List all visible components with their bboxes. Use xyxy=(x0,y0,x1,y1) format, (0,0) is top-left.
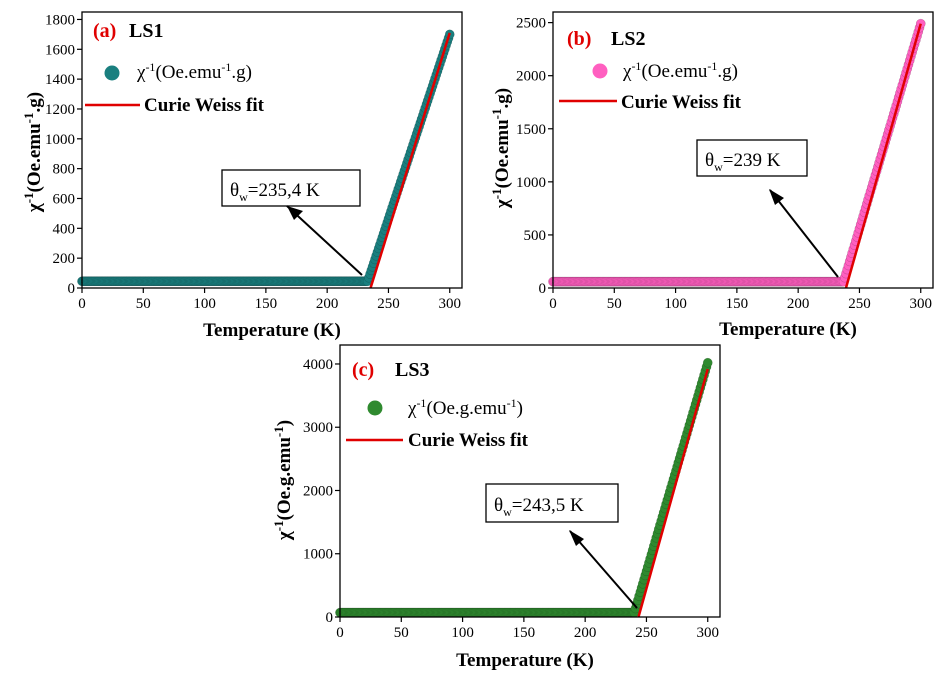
ls2-y-tick-label: 2500 xyxy=(516,16,546,32)
panel-ls1: 0 50 100 150 200 250 300 0 200 400 600 800 1000 1200 1… xyxy=(21,11,463,341)
ls1-data-points xyxy=(77,29,455,287)
ls1-curie-weiss-fit-line xyxy=(369,32,451,289)
ls3-y-tick-label: 2000 xyxy=(303,483,333,499)
ls2-y-axis-title: χ-1(Oe.emu-1.g) xyxy=(489,88,513,209)
ls1-x-tick-label: 150 xyxy=(255,296,278,312)
ls2-panel-letter: (b) xyxy=(567,28,591,50)
ls3-data-points xyxy=(335,357,713,618)
ls2-y-tick-label: 1500 xyxy=(516,122,546,138)
ls1-y-tick-label: 800 xyxy=(53,162,76,178)
ls1-panel-name: LS1 xyxy=(129,20,163,42)
ls1-annotation-arrowhead xyxy=(287,206,303,220)
ls3-annotation-arrowhead xyxy=(569,530,584,546)
ls3-x-axis-title: Temperature (K) xyxy=(456,650,594,671)
ls1-plot-frame xyxy=(81,11,463,289)
ls3-y-tick-label: 3000 xyxy=(303,420,333,436)
ls1-ticks: 0 50 100 150 200 250 300 0 200 400 600 800 1000 1200 1… xyxy=(45,12,461,312)
ls1-x-tick-label: 200 xyxy=(316,296,339,312)
ls3-annotation-arrow xyxy=(569,530,638,609)
ls3-x-tick-label: 50 xyxy=(394,625,409,641)
ls3-y-tick-label: 4000 xyxy=(303,357,333,373)
ls2-y-tick-label: 1000 xyxy=(516,175,546,191)
ls3-legend-series: χ-1(Oe.g.emu-1) xyxy=(407,396,523,419)
ls2-x-tick-label: 0 xyxy=(549,296,557,312)
ls2-x-tick-label: 150 xyxy=(726,296,749,312)
ls1-y-tick-label: 600 xyxy=(53,191,76,207)
ls1-y-tick-label: 400 xyxy=(53,221,76,237)
ls3-y-axis-title: χ-1(Oe.g.emu-1) xyxy=(271,420,295,541)
ls2-ticks: 0 50 100 150 200 250 300 0 500 1000 1500 2000 2500 xyxy=(516,16,932,312)
ls2-annotation-arrowhead xyxy=(769,189,784,205)
ls1-y-tick-label: 1200 xyxy=(45,102,75,118)
ls2-annotation-text: θw=239 K xyxy=(705,150,781,174)
ls3-panel-name: LS3 xyxy=(395,359,429,381)
ls2-panel-name: LS2 xyxy=(611,28,645,50)
ls2-plot-frame xyxy=(552,11,934,289)
ls3-x-tick-label: 250 xyxy=(635,625,658,641)
ls1-y-tick-label: 0 xyxy=(68,281,76,297)
ls2-y-tick-label: 0 xyxy=(539,281,547,297)
ls3-x-tick-label: 0 xyxy=(336,625,344,641)
ls1-y-tick-label: 1600 xyxy=(45,42,75,58)
ls1-x-tick-label: 250 xyxy=(377,296,400,312)
ls1-annotation-arrow xyxy=(286,205,363,276)
ls2-y-tick-label: 500 xyxy=(524,228,547,244)
ls2-x-axis-title: Temperature (K) xyxy=(719,319,857,340)
ls3-y-tick-label: 1000 xyxy=(303,547,333,563)
ls3-plot-frame xyxy=(339,344,721,618)
ls2-legend-series: χ-1(Oe.emu-1.g) xyxy=(622,59,738,82)
ls1-legend-fit: Curie Weiss fit xyxy=(144,95,265,116)
ls1-x-tick-label: 50 xyxy=(136,296,151,312)
ls3-panel-letter: (c) xyxy=(352,359,374,381)
panel-ls2: 0 50 100 150 200 250 300 0 500 1000 1500 2000 2500 (… xyxy=(489,11,934,340)
ls3-curie-weiss-fit-line xyxy=(637,368,709,618)
ls3-legend-fit: Curie Weiss fit xyxy=(408,430,529,451)
ls1-y-tick-label: 1000 xyxy=(45,132,75,148)
ls1-y-tick-label: 1800 xyxy=(45,12,75,28)
ls1-y-axis-title: χ-1(Oe.emu-1.g) xyxy=(21,92,45,213)
ls2-x-tick-label: 50 xyxy=(607,296,622,312)
ls3-x-tick-label: 150 xyxy=(513,625,536,641)
ls3-y-tick-label: 0 xyxy=(326,610,334,626)
ls3-annotation-box xyxy=(485,483,619,523)
ls1-annotation-text: θw=235,4 K xyxy=(230,180,320,204)
ls3-legend-marker xyxy=(367,400,383,416)
ls3-x-tick-label: 100 xyxy=(451,625,474,641)
ls2-legend-marker xyxy=(592,63,608,79)
ls3-data-point xyxy=(702,357,713,368)
ls2-legend-fit: Curie Weiss fit xyxy=(621,92,742,113)
ls2-curie-weiss-fit-line xyxy=(844,23,922,289)
ls1-legend-marker xyxy=(104,65,120,81)
ls2-annotation-box xyxy=(696,139,808,177)
ls2-x-tick-label: 100 xyxy=(664,296,687,312)
ls2-x-tick-label: 300 xyxy=(909,296,932,312)
ls2-x-tick-label: 200 xyxy=(787,296,810,312)
ls3-annotation-text: θw=243,5 K xyxy=(494,495,584,519)
ls1-y-tick-label: 1400 xyxy=(45,72,75,88)
ls1-x-axis-title: Temperature (K) xyxy=(203,320,341,341)
ls2-x-tick-label: 250 xyxy=(848,296,871,312)
ls3-x-tick-label: 200 xyxy=(574,625,597,641)
ls3-x-tick-label: 300 xyxy=(696,625,719,641)
ls2-y-tick-label: 2000 xyxy=(516,69,546,85)
ls1-panel-letter: (a) xyxy=(93,20,116,42)
ls1-x-tick-label: 300 xyxy=(438,296,461,312)
ls1-x-tick-label: 0 xyxy=(78,296,86,312)
ls1-legend-series: χ-1(Oe.emu-1.g) xyxy=(136,60,252,83)
ls1-x-tick-label: 100 xyxy=(193,296,216,312)
ls2-annotation-arrow xyxy=(769,189,839,278)
ls1-annotation-box xyxy=(221,169,361,207)
ls2-data-points xyxy=(548,18,926,287)
ls1-y-tick-label: 200 xyxy=(53,251,76,267)
